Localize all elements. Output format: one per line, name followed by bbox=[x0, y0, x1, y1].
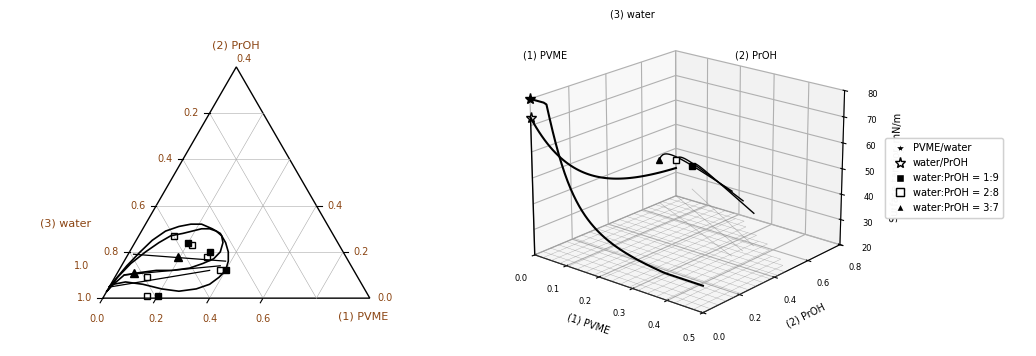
Text: 0.0: 0.0 bbox=[90, 314, 105, 324]
Text: 0.2: 0.2 bbox=[183, 108, 199, 118]
Text: 0.4: 0.4 bbox=[202, 314, 218, 324]
Text: (3) water: (3) water bbox=[610, 9, 655, 19]
Text: (3) water: (3) water bbox=[39, 218, 91, 229]
Text: 0.4: 0.4 bbox=[327, 201, 342, 211]
Text: 0.4: 0.4 bbox=[236, 54, 252, 64]
Text: 0.0: 0.0 bbox=[378, 293, 393, 303]
Text: (1) PVME: (1) PVME bbox=[338, 312, 388, 321]
Text: 0.8: 0.8 bbox=[104, 247, 119, 257]
Text: 0.2: 0.2 bbox=[148, 314, 164, 324]
Legend: PVME/water, water/PrOH, water:PrOH = 1:9, water:PrOH = 2:8, water:PrOH = 3:7: PVME/water, water/PrOH, water:PrOH = 1:9… bbox=[886, 138, 1004, 218]
Text: 0.2: 0.2 bbox=[353, 247, 369, 257]
X-axis label: (1) PVME: (1) PVME bbox=[566, 312, 611, 335]
Text: 1.0: 1.0 bbox=[77, 293, 92, 303]
Legend: T = 30.0°C, T = 25.0°C, T = 20.0°C: T = 30.0°C, T = 25.0°C, T = 20.0°C bbox=[528, 29, 613, 79]
Text: 0.4: 0.4 bbox=[157, 155, 172, 164]
Text: (1) PVME: (1) PVME bbox=[523, 51, 568, 61]
Text: (2) PrOH: (2) PrOH bbox=[735, 51, 777, 61]
Text: 0.6: 0.6 bbox=[256, 314, 270, 324]
Text: 1.0: 1.0 bbox=[75, 261, 89, 271]
Text: (2) PrOH: (2) PrOH bbox=[212, 41, 260, 51]
Text: 0.6: 0.6 bbox=[131, 201, 145, 211]
Y-axis label: (2) PrOH: (2) PrOH bbox=[785, 302, 827, 329]
